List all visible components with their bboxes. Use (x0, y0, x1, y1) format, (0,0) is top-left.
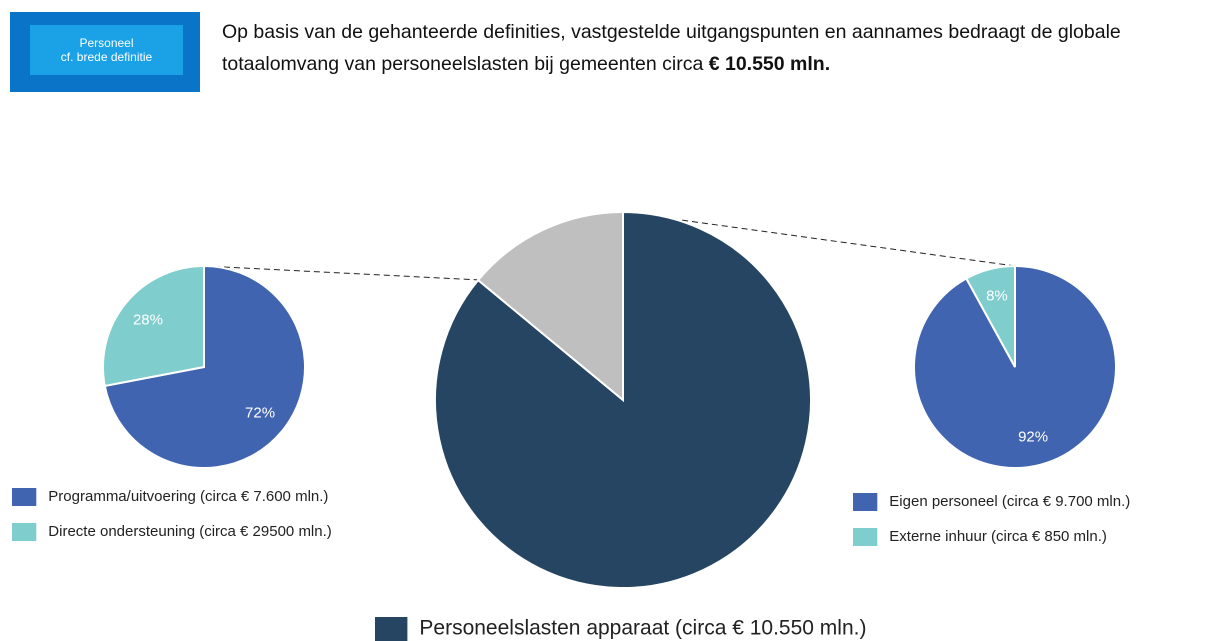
legend-label: Directe ondersteuning (circa € 29500 mln… (48, 523, 331, 540)
intro-text: Op basis van de gehanteerde definities, … (222, 16, 1197, 80)
pie-slice (964, 264, 1016, 368)
legend-swatch (12, 523, 37, 541)
data-label: 28% (133, 312, 163, 329)
data-label: 8% (986, 288, 1008, 305)
legend-swatch (853, 528, 878, 546)
pie-slice (476, 210, 624, 403)
badge-line: Personeel (79, 36, 134, 50)
badge: Personeel cf. brede definitie (10, 12, 200, 92)
pie-slice (102, 264, 205, 388)
legend-swatch (375, 617, 408, 641)
legend-label: Eigen personeel (circa € 9.700 mln.) (889, 493, 1130, 510)
data-label: 92% (1018, 428, 1048, 445)
connector (203, 265, 481, 281)
connector (622, 211, 1016, 267)
intro: Op basis van de gehanteerde definities, … (222, 21, 1121, 75)
legend-label: Programma/uitvoering (circa € 7.600 mln.… (48, 488, 328, 505)
intro-bold: € 10.550 mln. (708, 53, 831, 75)
legend-swatch (853, 493, 878, 511)
badge-label: Personeel cf. brede definitie (30, 25, 183, 75)
legend-label: Externe inhuur (circa € 850 mln.) (889, 528, 1107, 545)
data-label: 72% (245, 404, 275, 421)
badge-line: cf. brede definitie (60, 50, 153, 64)
legend-swatch (12, 488, 37, 506)
legend-label: Personeelslasten apparaat (circa € 10.55… (419, 617, 866, 640)
